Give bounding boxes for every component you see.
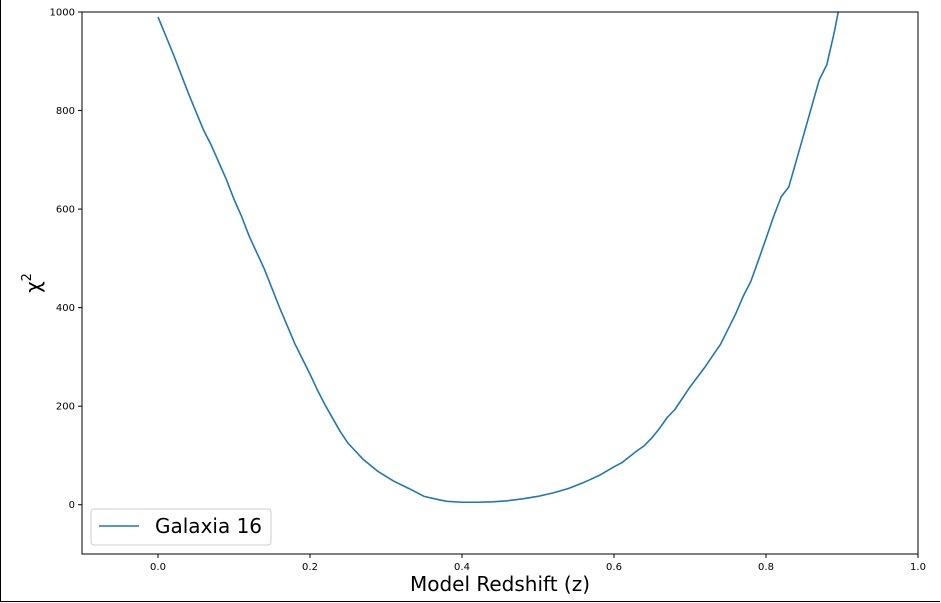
plot-area <box>82 12 918 554</box>
y-axis-label-main: χ <box>21 281 45 293</box>
x-tick-label: 0.2 <box>302 562 318 573</box>
x-tick-label: 1.0 <box>910 562 926 573</box>
x-axis-label: Model Redshift (z) <box>410 572 590 596</box>
y-tick-label: 400 <box>56 303 75 314</box>
y-tick-label: 1000 <box>50 8 75 19</box>
y-tick-label: 200 <box>56 402 75 413</box>
y-tick-label: 0 <box>69 500 75 511</box>
legend-box <box>90 508 272 546</box>
x-axis-ticks: 0.0 0.2 0.4 0.6 0.8 1.0 <box>150 554 926 573</box>
y-axis-label: χ2 <box>20 273 45 293</box>
x-tick-label: 0.0 <box>150 562 166 573</box>
x-tick-label: 0.8 <box>758 562 774 573</box>
x-tick-label: 0.6 <box>606 562 622 573</box>
series-line-0 <box>157 11 839 504</box>
legend-label-galaxia-16: Galaxia 16 <box>155 514 262 538</box>
plot-frame <box>81 11 919 555</box>
y-axis-label-superscript: 2 <box>20 273 35 281</box>
y-tick-label: 600 <box>56 205 75 216</box>
y-axis-ticks: 0 200 400 600 800 1000 <box>50 8 82 511</box>
y-tick-label: 800 <box>56 106 75 117</box>
x-tick-label: 0.4 <box>454 562 470 573</box>
series-layer <box>157 11 839 504</box>
legend: Galaxia 16 <box>90 508 272 546</box>
